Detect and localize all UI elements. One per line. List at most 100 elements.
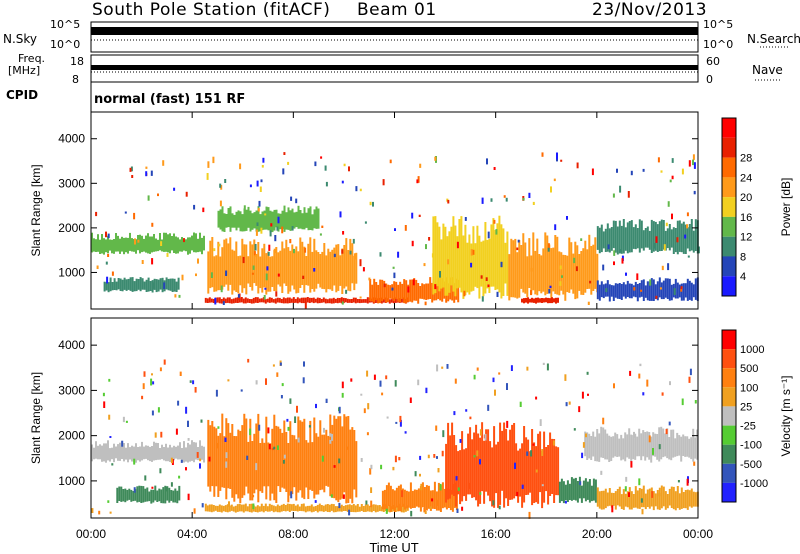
scatter-point [393, 272, 396, 279]
data-cell [227, 208, 230, 228]
data-cell [362, 299, 365, 303]
data-cell [131, 277, 134, 292]
scatter-point [314, 500, 317, 503]
data-cell [457, 279, 460, 303]
data-cell [419, 486, 422, 512]
scatter-point [550, 186, 552, 193]
data-cell [300, 297, 303, 304]
data-cell [650, 219, 653, 253]
data-cell [143, 446, 145, 460]
data-cell [274, 298, 277, 304]
data-cell [636, 490, 639, 509]
y-tick-label: 4000 [58, 338, 85, 352]
data-cell [360, 504, 363, 511]
scatter-point [124, 211, 127, 214]
data-cell [153, 441, 155, 461]
data-cell [385, 283, 388, 303]
scatter-point [575, 266, 578, 272]
data-cell [400, 298, 403, 303]
data-cell [231, 249, 234, 295]
scatter-point [366, 432, 369, 436]
scatter-point [225, 270, 228, 276]
data-cell [312, 297, 315, 304]
data-cell [351, 427, 354, 504]
scatter-point [418, 214, 421, 217]
data-cell [281, 241, 284, 293]
data-cell [360, 299, 363, 303]
data-cell [257, 242, 260, 294]
data-cell [598, 433, 601, 462]
data-cell [199, 232, 201, 252]
data-cell [646, 489, 649, 507]
scatter-point [548, 289, 551, 294]
data-cell [230, 299, 233, 304]
data-cell [254, 297, 257, 303]
scatter-points [91, 358, 697, 519]
data-cell [692, 284, 695, 298]
scatter-point [407, 286, 410, 293]
data-cell [451, 422, 454, 495]
data-cell [401, 488, 404, 507]
scatter-point [147, 195, 150, 201]
scatter-point [640, 498, 643, 503]
scatter-point [687, 255, 690, 258]
data-cell [155, 279, 158, 293]
data-cell [240, 504, 243, 512]
data-cell [287, 247, 290, 294]
data-cell [123, 443, 125, 462]
scatter-point [686, 224, 689, 229]
scatter-point [381, 392, 384, 396]
data-cell [109, 277, 112, 292]
data-cell [177, 277, 180, 290]
data-cell [147, 277, 150, 292]
scatter-point [457, 487, 460, 492]
data-cell [273, 414, 276, 501]
data-cell [249, 241, 252, 287]
data-cell [640, 280, 643, 297]
data-cell [421, 482, 424, 508]
data-cell [162, 487, 165, 504]
scatter-point [613, 250, 616, 256]
data-cell [366, 297, 369, 304]
data-cell [255, 423, 258, 490]
scatter-point [455, 476, 458, 481]
data-cell [674, 438, 677, 457]
data-cell [578, 254, 581, 291]
data-cell [594, 479, 597, 503]
scatter-point [481, 197, 484, 204]
data-cell [179, 239, 181, 252]
data-cell [598, 491, 601, 509]
scatter-point [261, 165, 264, 168]
data-cell [668, 437, 671, 460]
scatter-point [95, 211, 98, 217]
data-cell [250, 503, 253, 513]
data-cell [478, 235, 481, 299]
data-cell [401, 283, 404, 299]
x-tick-label: 12:00 [379, 527, 409, 541]
data-cell [670, 486, 673, 508]
data-cell [175, 236, 177, 254]
scatter-point [671, 213, 673, 220]
data-cell [616, 489, 619, 506]
data-cell [584, 240, 587, 293]
data-cell [105, 282, 108, 291]
data-cell [547, 445, 550, 505]
scatter-point [436, 499, 439, 506]
data-cell [382, 299, 385, 303]
data-cell [371, 284, 374, 302]
data-cell [666, 228, 669, 249]
data-cell [338, 298, 341, 303]
scatter-point [108, 414, 111, 420]
data-cell [330, 298, 333, 304]
data-cell [240, 297, 243, 303]
data-cell [316, 297, 319, 304]
data-cell [598, 227, 601, 254]
colorbar-tick-label: 28 [740, 153, 752, 165]
data-cell [138, 485, 141, 502]
data-cell [231, 424, 234, 498]
data-cell [342, 506, 345, 511]
scatter-point [693, 461, 696, 466]
data-cell [235, 436, 238, 495]
data-cell [490, 224, 493, 287]
data-cell [298, 298, 301, 303]
